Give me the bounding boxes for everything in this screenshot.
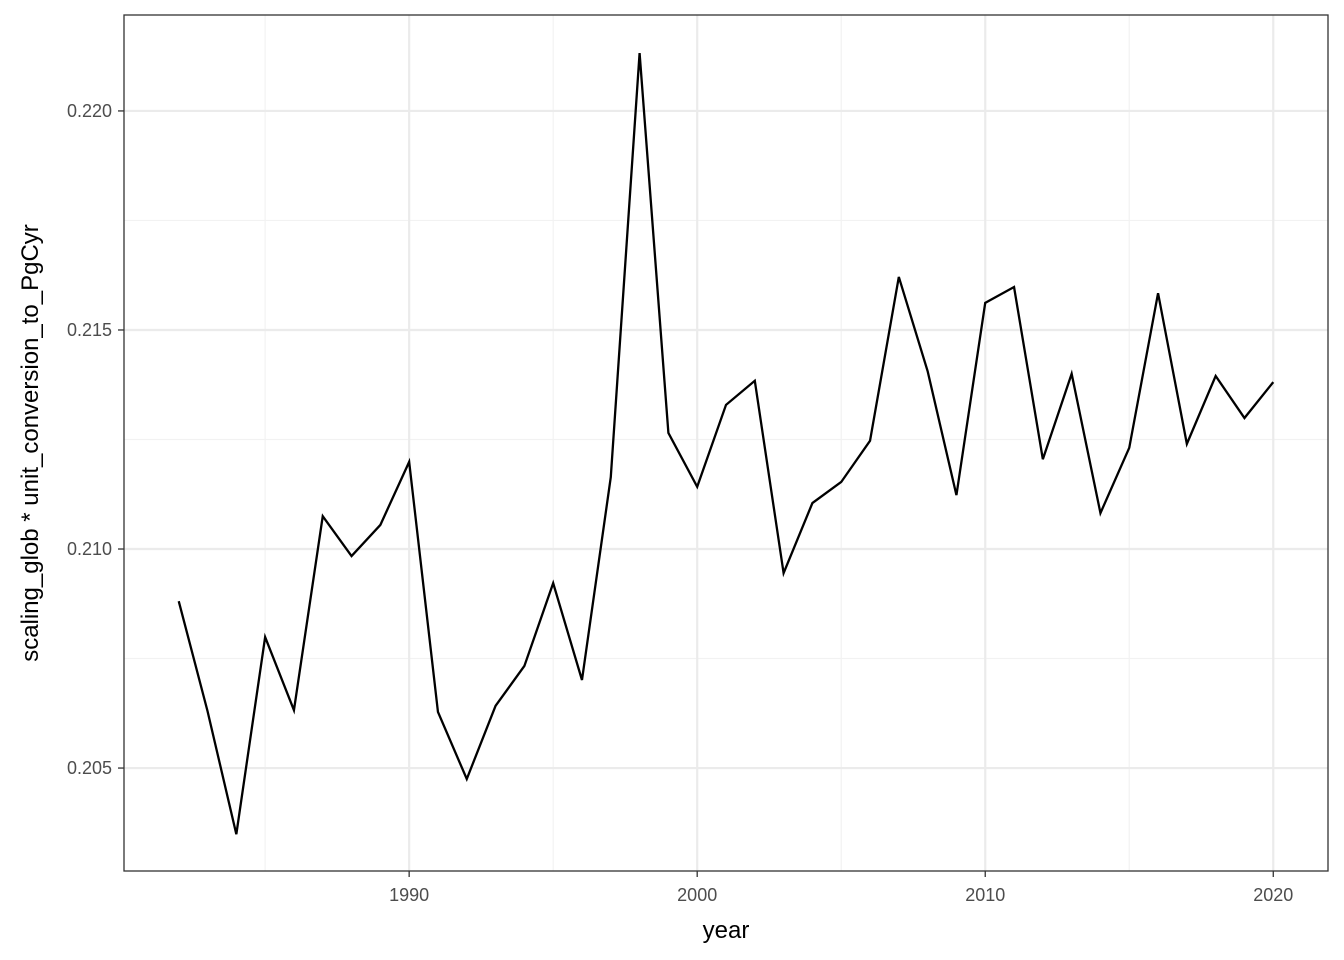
x-tick-label: 2020 (1253, 885, 1293, 905)
panel-border (123, 14, 1329, 872)
x-tick-label: 2010 (965, 885, 1005, 905)
y-tick-label: 0.210 (67, 539, 112, 559)
x-axis-title: year (703, 917, 750, 944)
grid (124, 15, 1328, 871)
data-line (177, 53, 1275, 835)
y-tick-label: 0.220 (67, 101, 112, 121)
y-tick-label: 0.215 (67, 320, 112, 340)
x-tick-label: 2000 (677, 885, 717, 905)
y-tick-label: 0.205 (67, 758, 112, 778)
x-tick-label: 1990 (389, 885, 429, 905)
y-axis-title: scaling_glob * unit_conversion_to_PgCyr (17, 224, 44, 662)
plot-area (177, 53, 1275, 835)
